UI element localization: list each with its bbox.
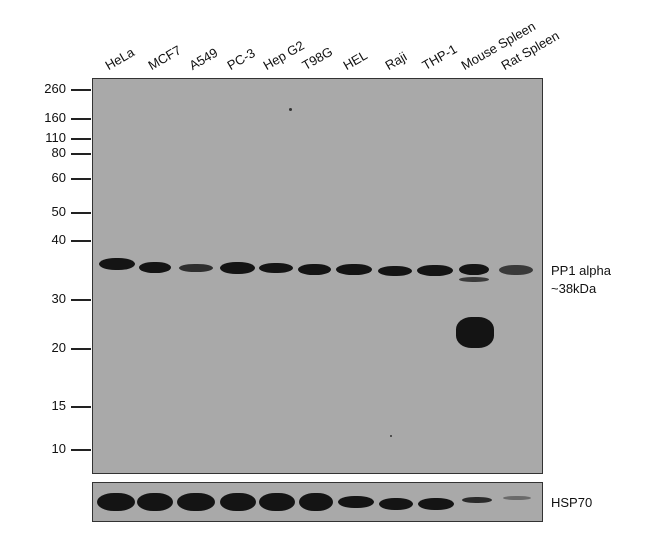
lane-label-hel: HEL xyxy=(340,47,370,73)
lane-label-pc3: PC-3 xyxy=(224,45,258,73)
marker-110: 110 xyxy=(45,130,66,145)
speck xyxy=(289,108,292,111)
marker-50: 50 xyxy=(51,204,66,219)
hsp70-band-pc3 xyxy=(220,493,256,511)
target-name-label: PP1 alpha xyxy=(551,263,611,278)
marker-tick-40 xyxy=(71,240,91,242)
hsp70-band-raji xyxy=(379,498,413,510)
marker-tick-80 xyxy=(71,153,91,155)
marker-tick-50 xyxy=(71,212,91,214)
marker-tick-260 xyxy=(71,89,91,91)
marker-80: 80 xyxy=(51,145,66,160)
speck xyxy=(390,435,392,437)
lane-label-a549: A549 xyxy=(186,44,221,73)
marker-tick-60 xyxy=(71,178,91,180)
marker-30: 30 xyxy=(51,291,66,306)
hsp70-band-hela xyxy=(97,493,135,511)
hsp70-band-mouse-spleen xyxy=(462,497,492,503)
marker-10: 10 xyxy=(51,441,66,456)
lane-label-hela: HeLa xyxy=(102,44,137,73)
marker-60: 60 xyxy=(51,170,66,185)
marker-tick-15 xyxy=(71,406,91,408)
hsp70-band-t98g xyxy=(299,493,333,511)
marker-tick-10 xyxy=(71,449,91,451)
marker-tick-30 xyxy=(71,299,91,301)
band-hela xyxy=(99,258,135,270)
loading-control-label: HSP70 xyxy=(551,495,593,510)
band-rat-spleen xyxy=(499,265,533,275)
band-a549 xyxy=(179,264,213,272)
marker-15: 15 xyxy=(51,398,66,413)
band-pc3 xyxy=(220,262,255,274)
lane-label-hepg2: Hep G2 xyxy=(260,37,307,73)
band-mouse-spleen-20kda xyxy=(456,317,494,348)
marker-260: 260 xyxy=(44,81,66,96)
marker-40: 40 xyxy=(51,232,66,247)
marker-tick-20 xyxy=(71,348,91,350)
loading-control-blot xyxy=(92,482,543,522)
marker-20: 20 xyxy=(51,340,66,355)
hsp70-band-thp1 xyxy=(418,498,454,510)
band-thp1 xyxy=(417,265,453,276)
hsp70-band-a549 xyxy=(177,493,215,511)
marker-160: 160 xyxy=(44,110,66,125)
marker-tick-160 xyxy=(71,118,91,120)
lane-label-raji: Raji xyxy=(382,48,410,73)
lane-label-thp1: THP-1 xyxy=(419,41,460,73)
band-raji xyxy=(378,266,412,276)
band-t98g xyxy=(298,264,331,275)
hsp70-band-mcf7 xyxy=(137,493,173,511)
band-hel xyxy=(336,264,372,275)
hsp70-band-hepg2 xyxy=(259,493,295,511)
main-blot xyxy=(92,78,543,474)
band-mcf7 xyxy=(139,262,171,273)
band-hepg2 xyxy=(259,263,293,273)
band-mouse-spleen xyxy=(459,264,489,275)
band-mouse-spleen-lower xyxy=(459,277,489,282)
hsp70-band-hel xyxy=(338,496,374,508)
hsp70-band-rat-spleen xyxy=(503,496,531,500)
lane-label-mcf7: MCF7 xyxy=(145,42,184,73)
marker-tick-110 xyxy=(71,138,91,140)
target-size-label: ~38kDa xyxy=(551,281,597,296)
